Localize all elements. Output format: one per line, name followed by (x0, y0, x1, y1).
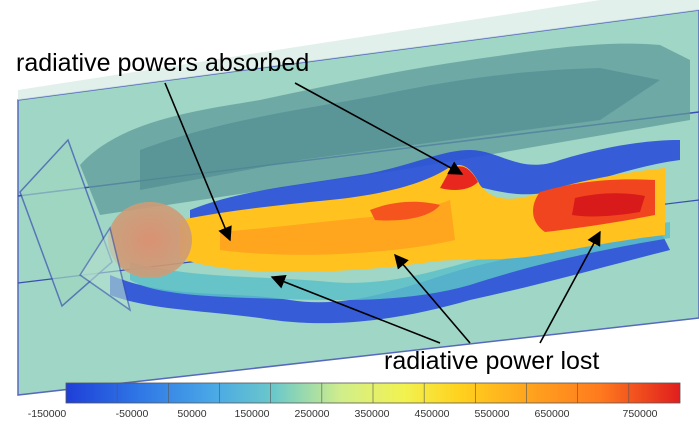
arrow-lost-1 (270, 275, 441, 344)
colorbar-tick-label: 750000 (622, 408, 658, 420)
colorbar-tick-label: 350000 (354, 408, 390, 420)
colorbar-tick-label: 450000 (414, 408, 450, 420)
colorbar-tick-label: 550000 (474, 408, 510, 420)
lower-blue-band (110, 230, 670, 324)
arrow-absorbed-2 (294, 82, 464, 175)
colorbar-tick-label: 250000 (294, 408, 330, 420)
colorbar-tick-label: 650000 (534, 408, 570, 420)
arrow-absorbed-1 (164, 82, 232, 242)
peak-zone-2 (370, 201, 440, 221)
colorbar-dividers (116, 383, 630, 403)
upper-surface-shade (140, 68, 660, 190)
domain-top-face (18, 0, 699, 100)
arrow-lost-3 (539, 230, 601, 344)
colorbar-tick-label: 150000 (234, 408, 270, 420)
lower-cyan-band (130, 222, 670, 301)
colorbar-tick-label: -150000 (27, 408, 67, 420)
inlet-core (108, 202, 192, 278)
annotation-lost: radiative power lost (384, 347, 600, 375)
colorbar-tick-label: -50000 (115, 408, 149, 420)
colorbar-tick-label: 50000 (177, 408, 207, 420)
annotation-arrows (164, 82, 601, 344)
annotation-absorbed: radiative powers absorbed (16, 49, 310, 77)
arrow-lost-2 (394, 253, 471, 344)
inlet-cone-front (78, 226, 132, 312)
peak-zone-4 (572, 193, 645, 217)
